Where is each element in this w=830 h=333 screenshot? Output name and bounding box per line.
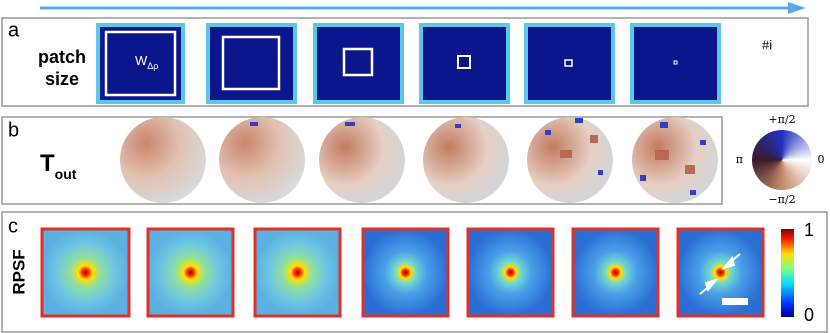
phase-map — [319, 117, 405, 203]
patch — [419, 23, 510, 104]
patch-symbol: WΔρ — [135, 53, 158, 71]
scale-bar — [722, 298, 748, 305]
phase-speckles — [560, 135, 695, 174]
panel-label: c — [8, 215, 18, 237]
psf-images — [40, 227, 765, 318]
panel-label: b — [8, 119, 19, 141]
phase-color-wheel — [752, 130, 812, 190]
psf-arrows — [699, 253, 741, 295]
phase-label: −π/2 — [768, 193, 795, 206]
colorbar-label: 0 — [804, 305, 814, 325]
psf-image — [466, 227, 555, 318]
phase-map — [120, 117, 206, 203]
phase-speckles — [250, 118, 706, 195]
patch — [524, 23, 615, 104]
psf-image — [40, 227, 131, 318]
colorbar — [781, 229, 794, 317]
arrow-head — [788, 2, 806, 14]
psf-image — [253, 227, 342, 318]
psf-image — [146, 227, 235, 318]
patch-outline — [673, 60, 678, 65]
patch-outline — [342, 47, 374, 77]
phase-label: π — [736, 153, 743, 166]
patches: WΔρ — [96, 23, 721, 104]
panel-title: RPSF — [9, 249, 28, 294]
panel-label: a — [8, 19, 20, 41]
panel-c-frame — [1, 211, 828, 333]
progress-label: #i — [762, 37, 772, 52]
phase-map — [527, 117, 613, 203]
panel-title: Tout — [40, 150, 77, 181]
phase-map — [219, 117, 305, 203]
patch — [96, 23, 185, 104]
phase-label: +π/2 — [768, 113, 795, 126]
phase-maps — [120, 117, 718, 203]
psf-image — [676, 227, 765, 318]
colorbar-label: 1 — [804, 220, 814, 240]
patch-outline — [221, 35, 281, 91]
phase-label: 0 — [818, 153, 825, 166]
phase-map — [632, 117, 718, 203]
panel-title: size — [45, 69, 79, 89]
patch — [313, 23, 404, 104]
psf-image — [361, 227, 450, 318]
patch-outline — [457, 55, 471, 69]
panel-title: patch — [38, 47, 86, 67]
psf-image — [571, 227, 660, 318]
panel-a-frame — [1, 17, 809, 107]
patch-outline — [104, 30, 177, 97]
patch-outline — [564, 59, 573, 67]
phase-map — [423, 117, 509, 203]
